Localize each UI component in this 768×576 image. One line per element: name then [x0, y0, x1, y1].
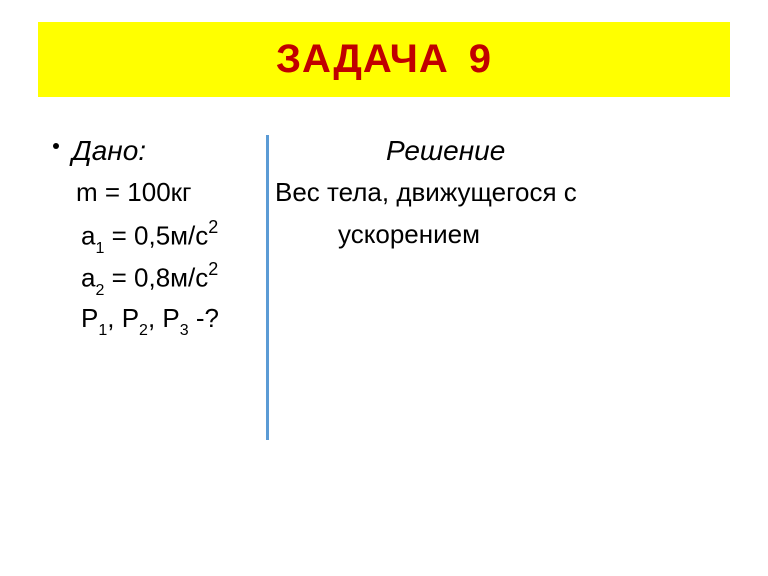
a2-subscript: 2 [95, 282, 104, 299]
a2-value: = 0,8м/с [104, 263, 208, 293]
given-label: Дано: [72, 135, 146, 167]
title-word: ЗАДАЧА [276, 37, 449, 81]
p-sep2: , [148, 303, 162, 333]
a1-superscript: 2 [208, 217, 218, 237]
a2-symbol: a [81, 263, 95, 293]
solution-line1: Вес тела, движущегося с [275, 177, 577, 208]
a1-symbol: a [81, 221, 95, 251]
p-question: -? [189, 303, 219, 333]
p2-subscript: 2 [139, 322, 148, 339]
p3-symbol: P [162, 303, 179, 333]
solution-line2: ускорением [338, 219, 480, 250]
p1-symbol: P [81, 303, 98, 333]
given-a2: a2 = 0,8м/с2 [81, 261, 218, 298]
p-sep1: , [107, 303, 121, 333]
p2-symbol: P [122, 303, 139, 333]
title-number: 9 [469, 37, 492, 81]
title-bar: ЗАДАЧА 9 [38, 22, 730, 97]
a1-value: = 0,5м/с [104, 221, 208, 251]
given-mass: m = 100кг [76, 177, 192, 208]
given-a1: a1 = 0,5м/с2 [81, 219, 218, 256]
bullet-icon [53, 143, 59, 149]
title-text: ЗАДАЧА 9 [276, 37, 492, 82]
vertical-divider [266, 135, 269, 440]
p1-subscript: 1 [98, 322, 107, 339]
p3-subscript: 3 [180, 322, 189, 339]
a1-subscript: 1 [95, 240, 104, 257]
solution-label: Решение [386, 135, 505, 167]
given-unknowns: P1, P2, P3 -? [81, 303, 219, 338]
a2-superscript: 2 [208, 259, 218, 279]
